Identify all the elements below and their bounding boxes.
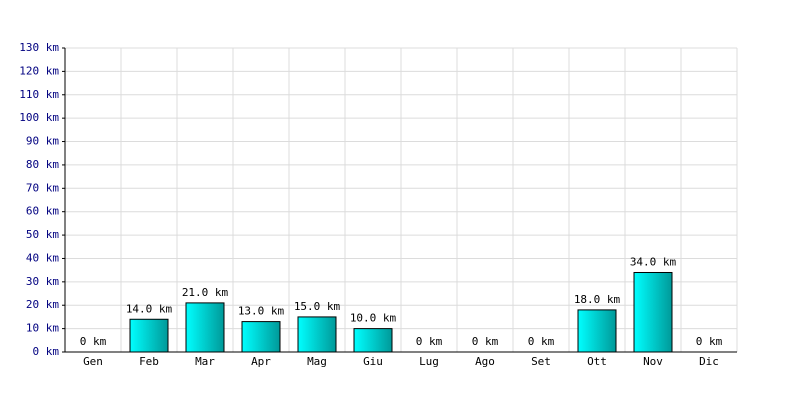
y-tick-label: 100 km	[19, 111, 59, 124]
y-tick-label: 50 km	[26, 228, 59, 241]
y-tick-label: 60 km	[26, 205, 59, 218]
value-label: 14.0 km	[126, 302, 173, 315]
bar	[353, 328, 393, 353]
y-tick-label: 70 km	[26, 181, 59, 194]
x-tick-label: Gen	[83, 355, 103, 368]
bar	[577, 309, 617, 353]
bar	[633, 271, 673, 353]
bar	[297, 316, 337, 353]
y-tick-label: 120 km	[19, 64, 59, 77]
x-tick-label: Lug	[419, 355, 439, 368]
x-tick-label: Giu	[363, 355, 383, 368]
bar	[129, 318, 169, 353]
y-tick-label: 0 km	[33, 345, 60, 358]
value-label: 13.0 km	[238, 305, 285, 318]
value-label: 0 km	[528, 335, 555, 348]
value-label: 18.0 km	[574, 293, 621, 306]
bar	[241, 321, 281, 353]
y-tick-label: 40 km	[26, 251, 59, 264]
x-tick-label: Dic	[699, 355, 719, 368]
x-tick-label: Apr	[251, 355, 271, 368]
y-tick-label: 110 km	[19, 88, 59, 101]
value-label: 15.0 km	[294, 300, 341, 313]
y-tick-label: 30 km	[26, 275, 59, 288]
value-label: 0 km	[472, 335, 499, 348]
y-tick-label: 90 km	[26, 135, 59, 148]
y-tick-label: 80 km	[26, 158, 59, 171]
value-label: 0 km	[696, 335, 723, 348]
value-label: 34.0 km	[630, 255, 677, 268]
x-tick-label: Mag	[307, 355, 327, 368]
x-tick-label: Nov	[643, 355, 663, 368]
value-label: 21.0 km	[182, 286, 229, 299]
y-tick-label: 10 km	[26, 322, 59, 335]
x-tick-label: Mar	[195, 355, 215, 368]
value-label: 0 km	[416, 335, 443, 348]
value-label: 10.0 km	[350, 312, 397, 325]
bar	[185, 302, 225, 353]
y-tick-label: 130 km	[19, 41, 59, 54]
x-tick-label: Set	[531, 355, 551, 368]
x-tick-label: Feb	[139, 355, 159, 368]
x-tick-label: Ago	[475, 355, 495, 368]
x-tick-label: Ott	[587, 355, 607, 368]
y-tick-label: 20 km	[26, 298, 59, 311]
value-label: 0 km	[80, 335, 107, 348]
